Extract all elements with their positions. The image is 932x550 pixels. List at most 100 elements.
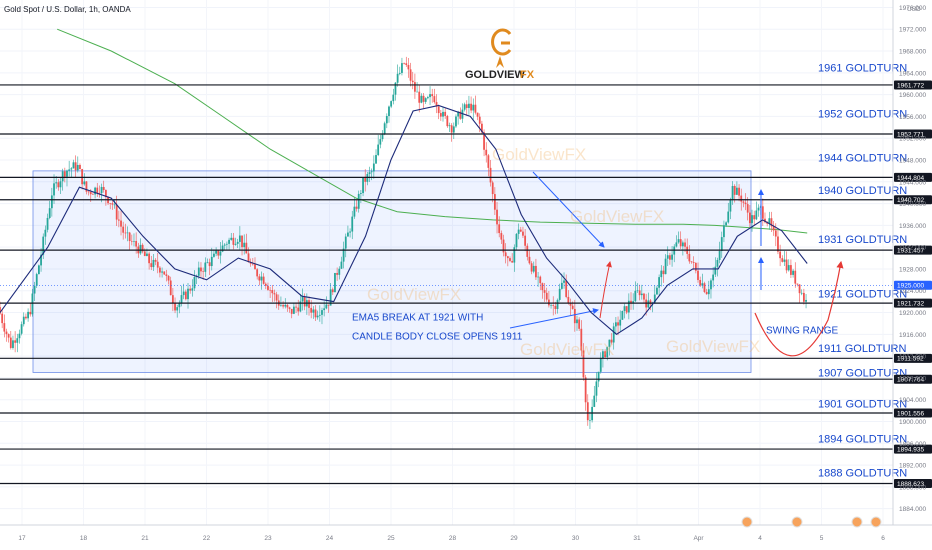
candle-body [31, 293, 34, 315]
candle-body [299, 301, 302, 312]
candle-body [152, 259, 155, 268]
candle-body [710, 280, 712, 290]
candle-body [57, 182, 60, 188]
candle-body [792, 270, 794, 275]
candle-body [120, 220, 122, 227]
candle-body [472, 104, 475, 111]
candle-body [83, 181, 86, 185]
candle-body [174, 302, 176, 311]
candle-body [14, 340, 17, 343]
candle-body [679, 239, 682, 247]
candle-body [329, 289, 332, 306]
candle-body [748, 212, 751, 224]
x-tick-label: 24 [326, 535, 334, 542]
candle-body [202, 271, 205, 272]
candle-body [388, 106, 390, 117]
candle-body [16, 338, 19, 343]
candle-body [316, 315, 319, 318]
candle-body [104, 190, 107, 198]
candle-body [20, 324, 23, 334]
candle-body [716, 259, 719, 267]
candle-body [550, 305, 552, 306]
candle-body [143, 251, 146, 256]
candle-body [800, 292, 803, 294]
candle-body [258, 276, 261, 281]
candle-body [12, 340, 14, 348]
candle-body [541, 283, 544, 291]
candle-body [777, 236, 779, 252]
x-tick-label: 28 [449, 535, 457, 542]
candle-body [522, 231, 524, 236]
candle-body [213, 253, 215, 257]
candle-body [790, 265, 792, 275]
candle-body [589, 420, 591, 421]
level-price-tag-text: 1952.771 [897, 131, 924, 138]
candle-body [653, 294, 656, 303]
candle-body [290, 308, 293, 314]
candle-body [314, 309, 317, 318]
candle-body [275, 294, 278, 301]
candle-body [569, 303, 572, 306]
candle-body [733, 185, 736, 195]
candle-body [794, 270, 797, 284]
economic-event-flag-icon[interactable] [741, 516, 753, 528]
goldturn-level-label: 1940 GOLDTURN [818, 185, 907, 197]
candle-body [731, 185, 734, 200]
candle-body [547, 299, 550, 306]
x-tick-label: 4 [758, 535, 762, 542]
candle-body [761, 206, 764, 219]
x-tick-label: 31 [633, 535, 641, 542]
economic-event-flag-icon[interactable] [851, 516, 863, 528]
candle-body [27, 311, 29, 319]
candle-body [232, 237, 235, 245]
candle-body [599, 358, 602, 372]
candle-body [267, 285, 269, 290]
candle-body [146, 253, 148, 256]
chart-title: Gold Spot / U.S. Dollar, 1h, OANDA [4, 5, 131, 14]
y-tick-label: 1956.000 [899, 114, 926, 121]
y-tick-label: 1968.000 [899, 49, 926, 56]
candle-body [297, 307, 300, 312]
goldviewfx-watermark: GoldViewFX [367, 285, 461, 304]
candle-body [9, 337, 12, 348]
ema-fast-line [0, 104, 808, 335]
goldturn-level-label: 1952 GOLDTURN [818, 109, 907, 121]
candle-body [308, 300, 310, 308]
y-tick-label: 1932.000 [899, 245, 926, 252]
candle-body [273, 293, 276, 295]
candle-body [109, 203, 112, 204]
goldturn-level-label: 1911 GOLDTURN [818, 343, 906, 355]
y-tick-label: 1924.000 [899, 288, 926, 295]
candle-body [372, 163, 375, 172]
candle-body [677, 239, 680, 243]
candle-body [370, 171, 373, 173]
candle-body [42, 236, 45, 255]
candle-body [156, 261, 159, 268]
goldviewfx-watermark: GoldViewFX [666, 337, 760, 356]
candle-body [764, 218, 766, 223]
candle-body [377, 144, 380, 156]
ema-break-arrow [509, 308, 599, 329]
candle-body [96, 187, 99, 193]
x-tick-label: 18 [80, 535, 88, 542]
candle-body [323, 308, 326, 311]
candle-body [238, 235, 241, 242]
candle-body [424, 98, 427, 102]
candle-body [738, 187, 740, 196]
candle-body [336, 272, 339, 275]
candle-body [669, 255, 671, 260]
candle-body [351, 216, 354, 232]
economic-event-flag-icon[interactable] [870, 516, 882, 528]
candle-body [126, 232, 129, 234]
candle-body [178, 302, 181, 308]
candle-body [617, 322, 619, 326]
candle-body [334, 272, 336, 293]
candle-body [718, 251, 721, 260]
candle-body [798, 284, 801, 294]
economic-event-flag-icon[interactable] [791, 516, 803, 528]
candle-body [630, 300, 632, 303]
candle-body [638, 290, 641, 296]
candle-body [383, 123, 386, 134]
candle-body [660, 270, 663, 278]
